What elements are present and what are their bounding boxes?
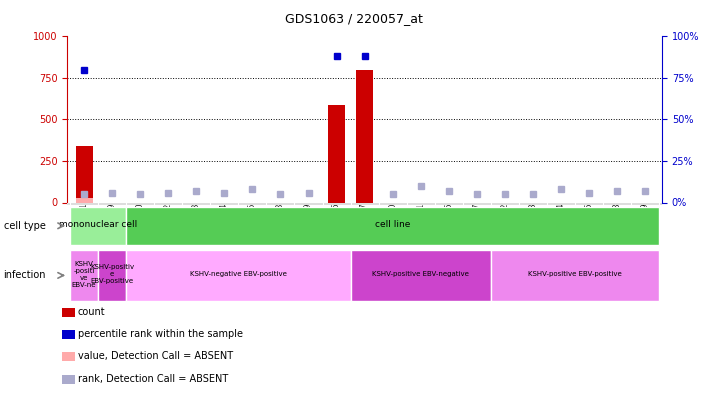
Text: GSM38796: GSM38796	[332, 202, 341, 244]
Text: GSM38792: GSM38792	[501, 202, 509, 244]
Bar	[70, 250, 98, 301]
Text: GSM38799: GSM38799	[641, 202, 650, 244]
Text: KSHV-negative EBV-positive: KSHV-negative EBV-positive	[190, 271, 287, 277]
Text: GDS1063 / 220057_at: GDS1063 / 220057_at	[285, 12, 423, 25]
Bar	[491, 250, 659, 301]
Text: GSM38793: GSM38793	[528, 202, 537, 244]
Text: GSM38791: GSM38791	[79, 202, 88, 244]
Bar	[98, 250, 126, 301]
Text: cell line: cell line	[375, 220, 411, 230]
Text: GSM38806: GSM38806	[445, 202, 453, 244]
Bar	[126, 207, 659, 245]
Text: mononuclear cell: mononuclear cell	[59, 220, 137, 230]
Text: GSM38795: GSM38795	[585, 202, 593, 244]
Bar	[328, 104, 345, 202]
Text: GSM38809: GSM38809	[304, 202, 313, 244]
Text: GSM38789: GSM38789	[108, 202, 117, 244]
Text: GSM38797: GSM38797	[360, 202, 369, 244]
Text: KSHV
-positi
ve
EBV-ne: KSHV -positi ve EBV-ne	[72, 261, 96, 288]
Text: KSHV-positive EBV-negative: KSHV-positive EBV-negative	[372, 271, 469, 277]
Text: infection: infection	[4, 271, 46, 280]
Text: cell type: cell type	[4, 221, 45, 231]
Bar	[126, 250, 350, 301]
Text: GSM38803: GSM38803	[192, 202, 201, 244]
Bar	[70, 207, 126, 245]
Text: GSM38801: GSM38801	[416, 202, 426, 244]
Text: KSHV-positiv
e
EBV-positive: KSHV-positiv e EBV-positive	[90, 264, 135, 284]
Bar	[356, 70, 373, 202]
Text: value, Detection Call = ABSENT: value, Detection Call = ABSENT	[78, 352, 233, 361]
Text: GSM38794: GSM38794	[556, 202, 566, 244]
Text: GSM38807: GSM38807	[472, 202, 481, 244]
Text: GSM38798: GSM38798	[612, 202, 622, 244]
Text: count: count	[78, 307, 105, 317]
Bar	[76, 198, 93, 202]
Text: rank, Detection Call = ABSENT: rank, Detection Call = ABSENT	[78, 374, 228, 384]
Bar	[76, 146, 93, 202]
Text: percentile rank within the sample: percentile rank within the sample	[78, 329, 243, 339]
Bar	[350, 250, 491, 301]
Text: KSHV-positive EBV-positive: KSHV-positive EBV-positive	[528, 271, 622, 277]
Text: GSM38808: GSM38808	[276, 202, 285, 244]
Text: GSM38802: GSM38802	[164, 202, 173, 244]
Text: GSM38790: GSM38790	[136, 202, 144, 244]
Text: GSM38800: GSM38800	[388, 202, 397, 244]
Text: GSM38804: GSM38804	[220, 202, 229, 244]
Text: GSM38805: GSM38805	[248, 202, 257, 244]
